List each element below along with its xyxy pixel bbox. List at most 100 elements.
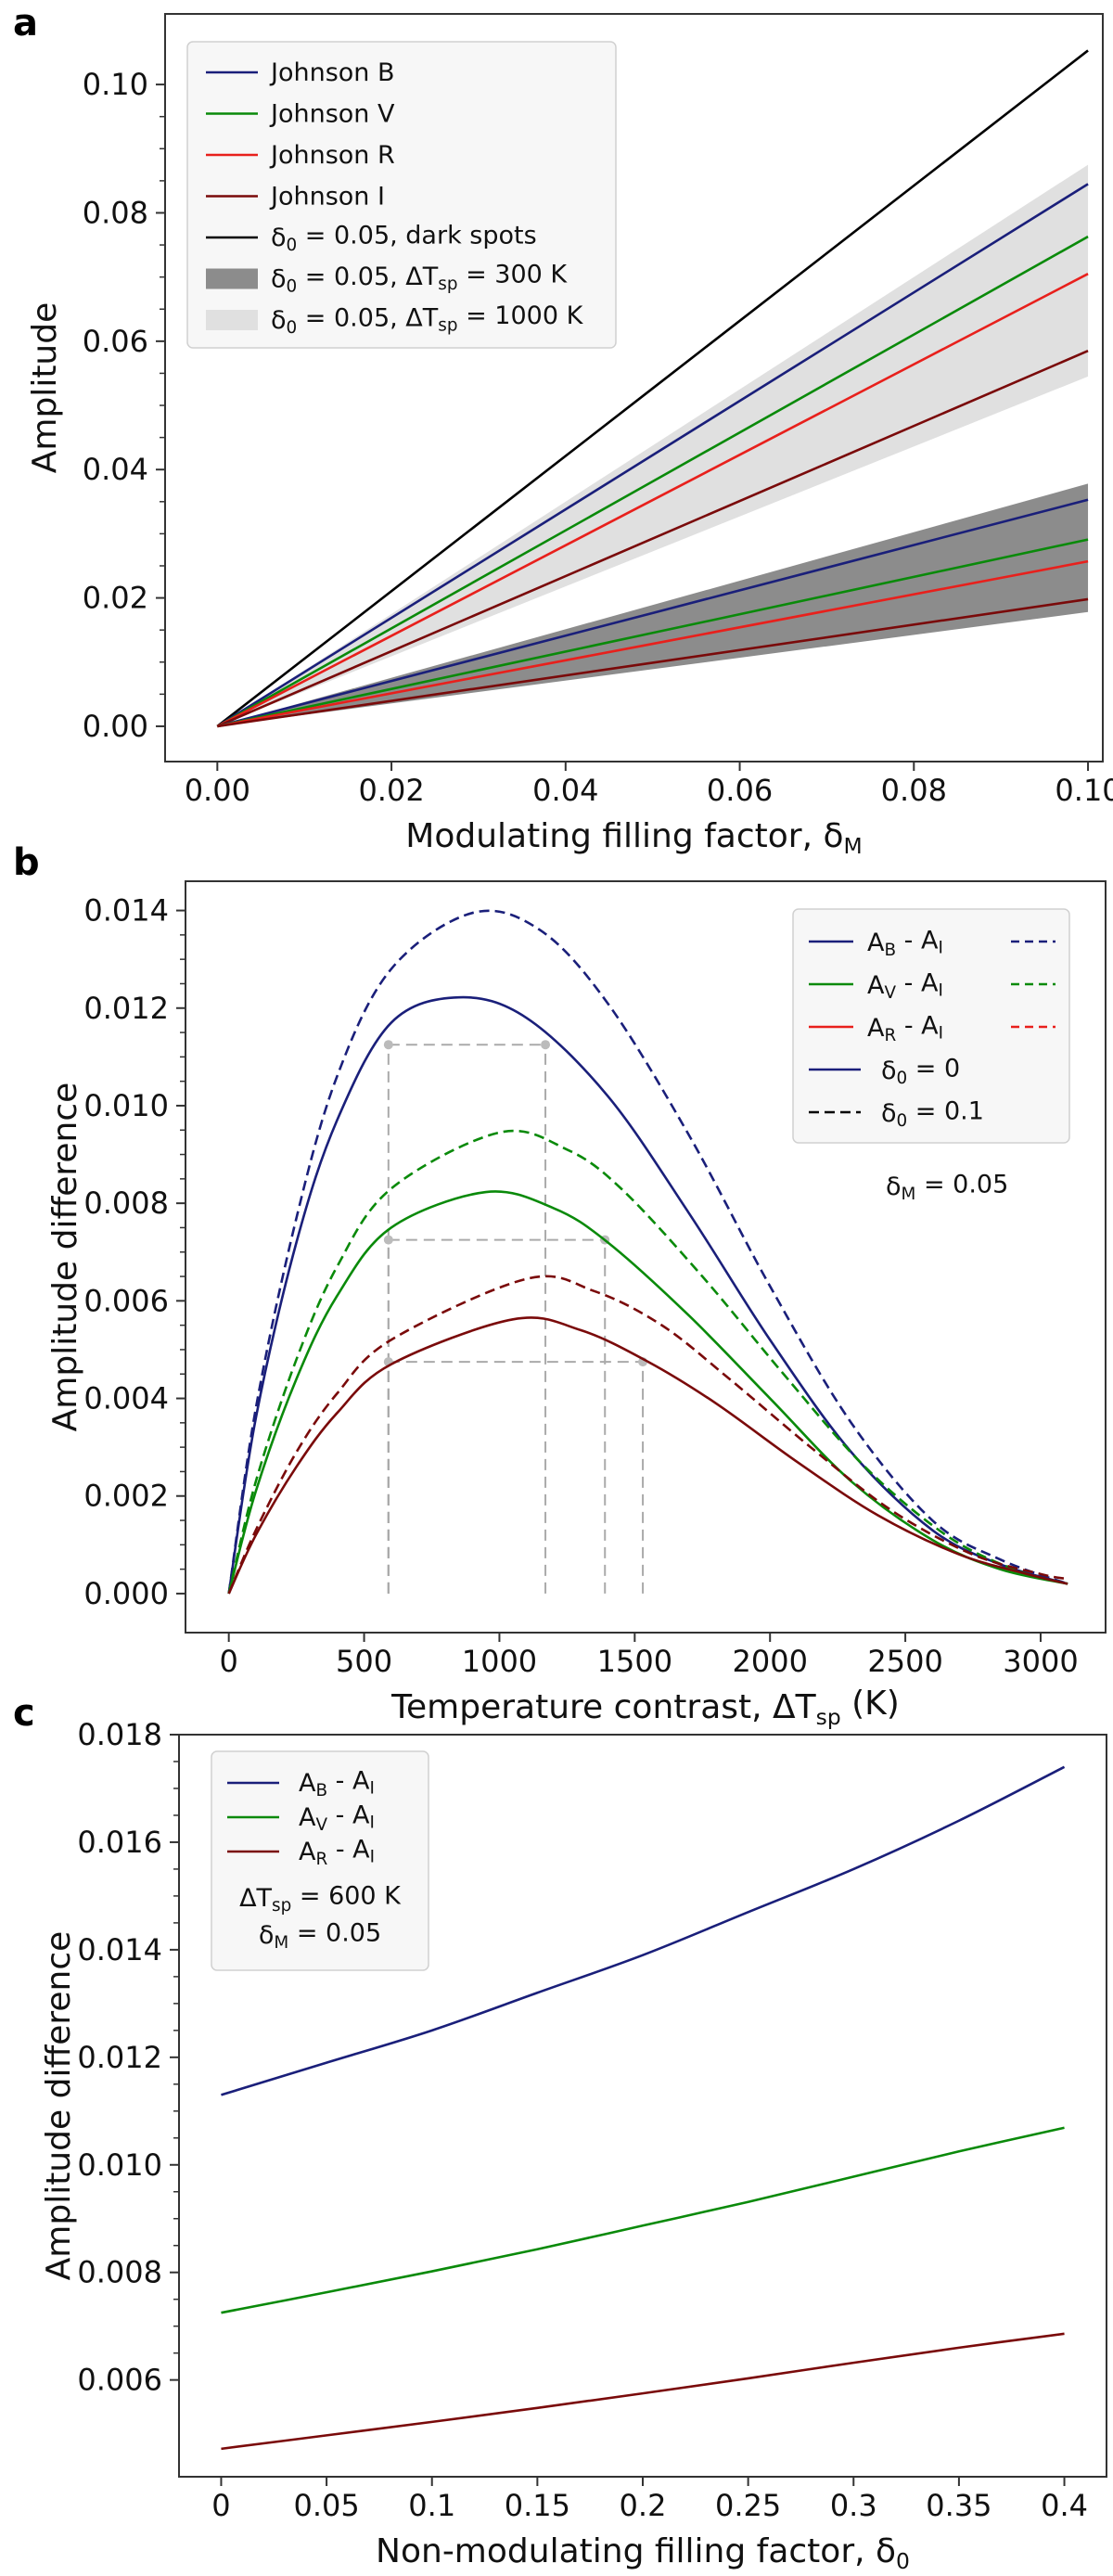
legend-label: AB​ - AI​ xyxy=(299,1767,375,1801)
series-line xyxy=(227,1316,1068,1595)
legend-swatch xyxy=(206,310,258,330)
x-tick-label: 0.4 xyxy=(1041,2488,1088,2523)
plot-area xyxy=(221,1765,1066,2451)
legend-label: δ0​ = 0.05, dark spots xyxy=(271,222,537,256)
x-tick-label: 0 xyxy=(220,1644,238,1679)
y-tick-label: 0.08 xyxy=(83,195,148,230)
x-tick-label: 0.35 xyxy=(926,2488,991,2523)
x-tick-label: 0.00 xyxy=(185,773,250,808)
x-tick-label: 0 xyxy=(211,2488,230,2523)
legend-label: AR​ - AI​ xyxy=(867,1012,943,1046)
band-area xyxy=(217,164,1089,726)
y-tick-label: 0.014 xyxy=(83,893,169,929)
x-tick-label: 2000 xyxy=(732,1644,807,1679)
y-tick-label: 0.008 xyxy=(77,2255,162,2290)
x-tick-label: 1000 xyxy=(462,1644,537,1679)
series-line xyxy=(227,1190,1068,1595)
series-line xyxy=(217,597,1089,728)
legend-label: Johnson V xyxy=(269,100,395,129)
y-tick-label: 0.004 xyxy=(83,1381,169,1416)
x-tick-label: 0.25 xyxy=(715,2488,781,2523)
legend-note: δM​ = 0.05 xyxy=(259,1919,381,1954)
plot-area xyxy=(216,49,1089,728)
series-line xyxy=(216,49,1089,727)
x-tick-label: 0.10 xyxy=(1055,773,1113,808)
y-tick-label: 0.012 xyxy=(83,991,169,1026)
x-tick-label: 0.08 xyxy=(881,773,947,808)
series-line xyxy=(216,273,1089,728)
y-tick-label: 0.006 xyxy=(77,2363,162,2398)
legend-label: Johnson R xyxy=(269,141,395,170)
legend-label: AV​ - AI​ xyxy=(867,969,943,1004)
legend: AB​ - AI​AV​ - AI​AR​ - AI​ ΔTsp​ = 600 K… xyxy=(211,1750,429,1971)
y-tick-label: 0.016 xyxy=(77,1825,162,1860)
series-line xyxy=(221,2126,1065,2314)
legend-label: Johnson B xyxy=(269,58,395,87)
y-axis-title: Amplitude difference xyxy=(46,1083,84,1432)
panel-letter: c xyxy=(13,1692,35,1735)
x-tick-label: 0.3 xyxy=(830,2488,877,2523)
x-axis-title: Temperature contrast, ΔTsp (K) xyxy=(390,1685,900,1730)
guide-point xyxy=(383,1040,393,1050)
annotation-label: δM​ = 0.05 xyxy=(886,1171,1008,1205)
y-tick-label: 0.012 xyxy=(77,2040,162,2075)
series-line xyxy=(216,350,1089,728)
series-line xyxy=(216,498,1089,728)
legend-label: δ0​ = 0 xyxy=(881,1055,960,1089)
series-line xyxy=(227,995,1068,1595)
panel-letter: b xyxy=(13,841,40,884)
panel-b: 0 500 1000 1500 2000 2500 3000 0.000 0.002 0.004 0… xyxy=(13,841,1107,1730)
legend-box xyxy=(792,908,1070,1144)
legend-label: δ0​ = 0.1 xyxy=(881,1097,984,1132)
series-line xyxy=(221,1765,1066,2096)
x-tick-label: 1500 xyxy=(597,1644,672,1679)
plot-frame xyxy=(164,13,1104,763)
x-tick-label: 0.04 xyxy=(532,773,598,808)
x-tick-label: 0.1 xyxy=(408,2488,455,2523)
legend: Johnson B Johnson V Johnson R Johnson I δ0​ … xyxy=(186,41,617,349)
y-tick-label: 0.006 xyxy=(83,1283,169,1318)
x-tick-label: 0.15 xyxy=(505,2488,570,2523)
legend-label: AB​ - AI​ xyxy=(867,927,943,961)
y-tick-label: 0.008 xyxy=(83,1185,169,1221)
x-tick-label: 0.2 xyxy=(620,2488,667,2523)
y-tick-label: 0.018 xyxy=(77,1717,162,1752)
band-area xyxy=(217,483,1089,726)
legend-label: δ0​ = 0.05, ΔTsp​ = 300 K xyxy=(271,261,568,297)
legend-label: AR​ - AI​ xyxy=(299,1836,375,1870)
x-axis-title: Modulating filling factor, δM xyxy=(405,817,862,859)
y-tick-label: 0.06 xyxy=(83,324,148,359)
panel-c: 0 0.05 0.1 0.15 0.2 0.25 0.3 0.35 0.4 0.006 0.008 0… xyxy=(13,1692,1107,2574)
x-axis-title: Non-modulating filling factor, δ0 xyxy=(376,2532,910,2574)
y-tick-label: 0.010 xyxy=(83,1088,169,1123)
y-axis-title: Amplitude difference xyxy=(40,1931,78,2281)
plot-frame xyxy=(185,880,1107,1634)
x-tick-label: 3000 xyxy=(1003,1644,1078,1679)
legend-box xyxy=(186,41,617,349)
series-line xyxy=(227,909,1068,1595)
x-tick-label: 0.05 xyxy=(293,2488,359,2523)
x-tick-label: 500 xyxy=(336,1644,392,1679)
panel-a: 0.00 0.02 0.04 0.06 0.08 0.10 0.00 0.02 0.04 0.06… xyxy=(13,2,1113,859)
y-tick-label: 0.04 xyxy=(83,452,148,487)
x-tick-label: 0.02 xyxy=(358,773,424,808)
legend-label: δ0​ = 0.05, ΔTsp​ = 1000 K xyxy=(271,301,584,338)
y-tick-label: 0.02 xyxy=(83,581,148,616)
legend: AB​ - AI​ AV​ - AI​ AR​ - AI​ δ0​ = 0 δ0​ = … xyxy=(792,908,1070,1144)
legend-swatch xyxy=(206,268,258,289)
series-line xyxy=(217,559,1089,728)
series-line xyxy=(216,183,1089,728)
x-tick-label: 2500 xyxy=(867,1644,942,1679)
series-line xyxy=(217,538,1089,728)
panel-letter: a xyxy=(13,2,38,45)
series-line xyxy=(216,235,1089,728)
legend-label: AV​ - AI​ xyxy=(299,1801,375,1836)
legend-box xyxy=(211,1750,429,1971)
legend-label: Johnson I xyxy=(269,183,385,211)
series-line xyxy=(227,1275,1068,1595)
y-tick-label: 0.014 xyxy=(77,1932,162,1967)
x-tick-label: 0.06 xyxy=(707,773,773,808)
series-line xyxy=(227,1129,1068,1595)
plot-area xyxy=(227,909,1068,1595)
